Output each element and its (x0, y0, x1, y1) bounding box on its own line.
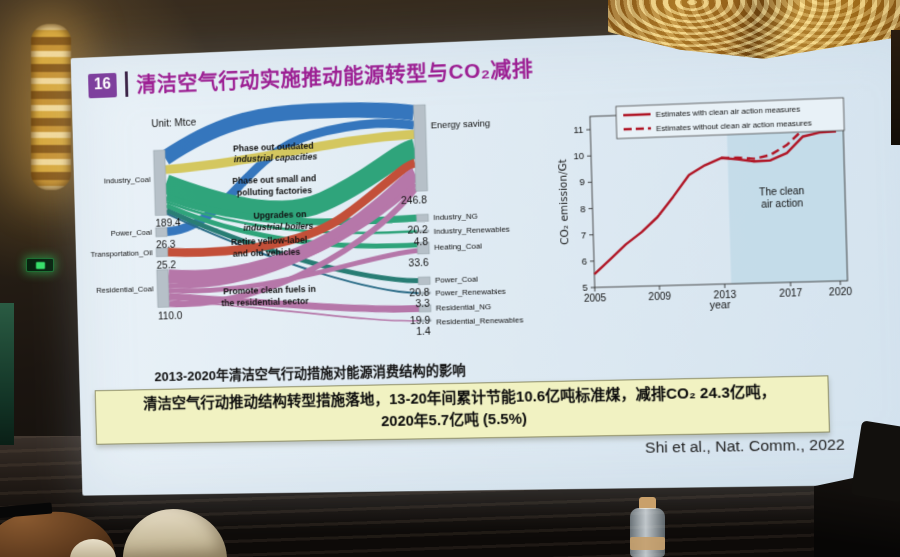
water-bottle (628, 497, 668, 557)
measure-label: and old vehicles (233, 247, 301, 259)
legend-solid-line-swatch (623, 114, 650, 115)
target-value: 3.3 (415, 299, 430, 311)
svg-text:2009: 2009 (648, 291, 671, 303)
target-label: Power_Coal (435, 274, 479, 284)
target-value: 33.6 (408, 258, 429, 270)
svg-text:7: 7 (581, 230, 587, 240)
target-label: Heating_Coal (434, 241, 482, 252)
source-value: 26.3 (156, 240, 176, 252)
svg-text:10: 10 (573, 151, 584, 162)
side-door-panel (0, 303, 14, 445)
line-chart-block: CO₂ emission/Gt 5 6 7 8 9 10 11 2005 2009 2013 20… (535, 91, 889, 345)
source-label: Residential_Coal (96, 284, 154, 294)
target-label: Industry_Renewables (434, 225, 510, 236)
target-label: Residential_Renewables (436, 315, 524, 326)
source-value: 189.4 (155, 218, 181, 230)
svg-text:9: 9 (579, 177, 585, 187)
sankey-diagram: Unit: Mtce Industry_Coal Power_Coal Tran… (76, 88, 545, 359)
svg-text:6: 6 (581, 256, 587, 266)
target-value: 20.2 (407, 225, 428, 237)
measure-label: Promote clean fuels in (223, 284, 316, 296)
measure-label: polluting factories (237, 185, 312, 198)
svg-text:2017: 2017 (779, 288, 802, 300)
co2-line-chart: 567891011 2005 2009 2013 2017 2020 The clean… (549, 92, 872, 323)
target-value: 20.8 (409, 288, 430, 300)
target-label: Power_Renewables (435, 287, 506, 298)
source-value: 110.0 (158, 311, 183, 323)
svg-text:8: 8 (580, 204, 586, 214)
source-value: 25.2 (157, 260, 177, 272)
source-label: Industry_Coal (104, 175, 151, 186)
source-label: Transportation_Oil (90, 248, 152, 259)
sankey-target-labels: Energy saving Industry_NG Industry_Renew… (431, 117, 524, 326)
svg-text:2005: 2005 (584, 293, 607, 305)
svg-text:The clean: The clean (759, 186, 805, 199)
exit-sign (26, 258, 54, 272)
wall-edge (891, 30, 900, 145)
target-label: Industry_NG (433, 212, 478, 223)
measure-label: Phase out small and (232, 173, 316, 186)
target-label: Residential_NG (436, 302, 492, 313)
source-label: Power_Coal (111, 228, 153, 238)
bottle-label (630, 537, 665, 550)
presentation-slide: 16 清洁空气行动实施推动能源转型与CO₂减排 (71, 21, 900, 496)
y-axis-ticks: 5 6 7 8 9 10 11 (573, 124, 595, 293)
sankey-source-labels: Industry_Coal Power_Coal Transportation_… (88, 175, 153, 295)
sankey-unit-label: Unit: Mtce (151, 117, 197, 130)
projection-screen: 16 清洁空气行动实施推动能源转型与CO₂减排 (71, 21, 900, 496)
svg-text:2020: 2020 (829, 287, 853, 299)
chart-annotation: The clean air action (759, 186, 805, 211)
target-value: 4.8 (414, 237, 429, 249)
svg-text:11: 11 (573, 125, 583, 136)
slide-number-badge: 16 (88, 72, 117, 97)
measure-label: industrial boilers (243, 221, 313, 233)
target-value: 1.4 (416, 327, 431, 338)
key-findings-highlight-box: 清洁空气行动推动结构转型措施落地，13-20年间累计节能10.6亿吨标准煤，减排… (95, 375, 830, 444)
measure-label: Upgrades on (253, 209, 306, 221)
exit-running-man-icon (36, 262, 45, 269)
measure-label: Retire yellow-label (231, 235, 307, 247)
target-value: 246.8 (401, 195, 427, 207)
chart-x-axis-label: year (710, 300, 732, 312)
measure-label: industrial capacities (234, 151, 318, 164)
svg-text:air action: air action (761, 198, 803, 211)
target-value: 19.9 (410, 316, 431, 328)
crystal-wall-lamp (31, 24, 71, 190)
svg-text:5: 5 (582, 282, 588, 292)
target-label: Energy saving (431, 118, 491, 130)
header-divider (125, 71, 129, 96)
